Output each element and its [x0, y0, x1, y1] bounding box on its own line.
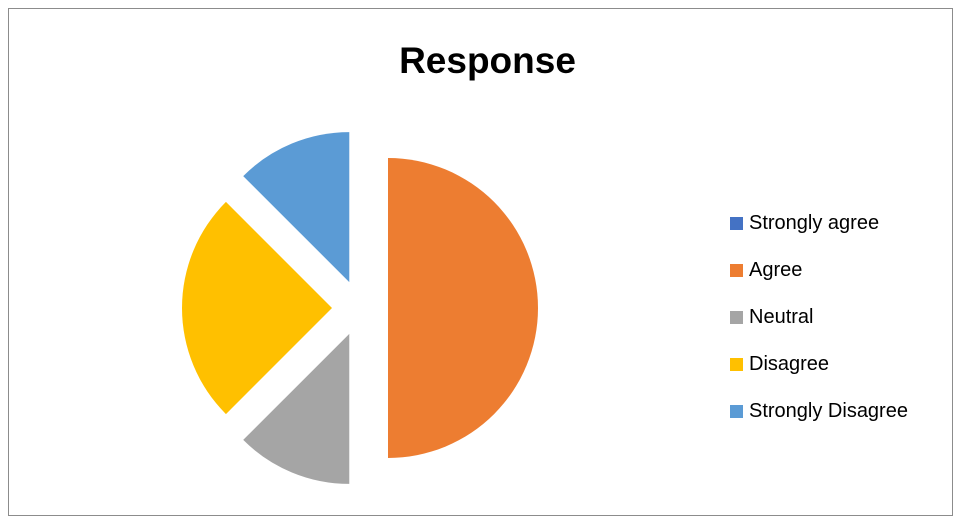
- chart-title: Response: [399, 40, 576, 81]
- legend-item-agree: Agree: [730, 247, 908, 294]
- legend-swatch-strongly-agree: [730, 217, 743, 230]
- legend-swatch-disagree: [730, 358, 743, 371]
- legend-item-strongly-disagree: Strongly Disagree: [730, 388, 908, 435]
- pie-slice-strongly-disagree: [243, 132, 350, 283]
- legend-label-disagree: Disagree: [749, 353, 830, 375]
- legend-item-neutral: Neutral: [730, 294, 908, 341]
- legend-item-disagree: Disagree: [730, 341, 908, 388]
- legend-label-strongly-disagree: Strongly Disagree: [749, 400, 908, 422]
- pie-slice-neutral: [243, 333, 350, 484]
- pie-slice-disagree: [182, 201, 332, 415]
- legend-item-strongly-agree: Strongly agree: [730, 200, 908, 247]
- pie-slice-agree: [388, 158, 538, 458]
- legend: Strongly agree Agree Neutral Disagree Strong…: [730, 200, 908, 435]
- legend-label-agree: Agree: [749, 259, 803, 281]
- legend-label-strongly-agree: Strongly agree: [749, 212, 880, 234]
- legend-label-neutral: Neutral: [749, 306, 814, 328]
- legend-swatch-strongly-disagree: [730, 405, 743, 418]
- legend-swatch-neutral: [730, 311, 743, 324]
- legend-swatch-agree: [730, 264, 743, 277]
